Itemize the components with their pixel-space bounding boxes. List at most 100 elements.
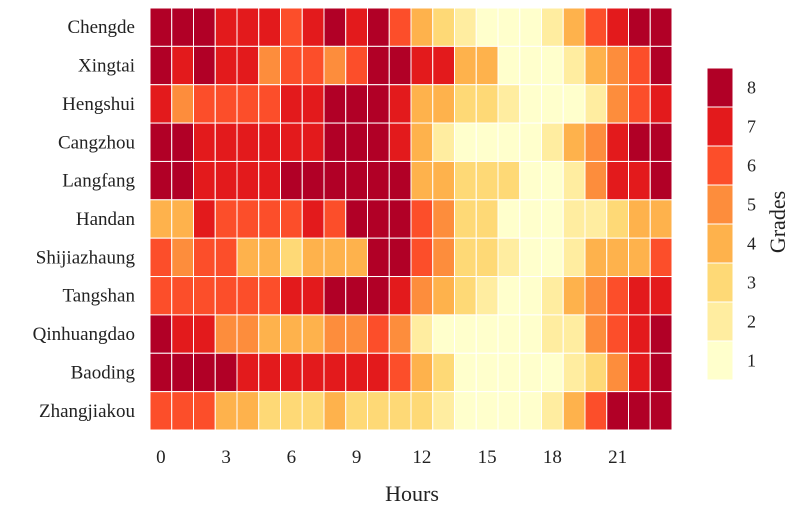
- heatmap-cell: [323, 7, 347, 47]
- heatmap-cell: [367, 391, 390, 431]
- heatmap-cell: [367, 45, 390, 86]
- heatmap-cell: [519, 237, 542, 278]
- heatmap-cell: [388, 45, 412, 86]
- heatmap-cell: [410, 199, 434, 239]
- heatmap-cell: [388, 391, 412, 431]
- heatmap-cell: [584, 391, 608, 431]
- heatmap-cell: [236, 276, 260, 316]
- colorbar-segment: [706, 340, 734, 381]
- heatmap-cell: [562, 160, 586, 201]
- heatmap-cell: [301, 391, 325, 431]
- colorbar-tick-label: 5: [747, 195, 756, 215]
- heatmap-cell: [584, 352, 608, 393]
- heatmap-cell: [454, 7, 477, 47]
- heatmap-cell: [280, 45, 303, 86]
- heatmap-cell: [214, 122, 238, 162]
- heatmap-cell: [236, 199, 260, 239]
- heatmap-cell: [388, 84, 412, 124]
- heatmap-cell: [323, 276, 347, 316]
- heatmap-cell: [432, 391, 455, 431]
- row-label: Chengde: [67, 17, 135, 38]
- heatmap-cell: [193, 237, 216, 278]
- heatmap-cell: [454, 391, 477, 431]
- heatmap-cell: [541, 237, 564, 278]
- heatmap-cell: [258, 122, 281, 162]
- heatmap-cell: [606, 84, 629, 124]
- heatmap-cell: [606, 199, 629, 239]
- heatmap-cell: [214, 84, 238, 124]
- heatmap-cell: [345, 237, 368, 278]
- heatmap-cell: [388, 122, 412, 162]
- heatmap-cell: [628, 45, 651, 86]
- heatmap-cell: [432, 237, 455, 278]
- heatmap-cell: [149, 391, 173, 431]
- row-label: Hengshui: [62, 94, 135, 115]
- heatmap-cell: [606, 122, 629, 162]
- heatmap-cell: [606, 7, 629, 47]
- heatmap-cell: [628, 7, 651, 47]
- heatmap-cell: [388, 160, 412, 201]
- heatmap-cell: [301, 276, 325, 316]
- x-tick-label: 3: [221, 447, 231, 468]
- heatmap-cell: [171, 84, 194, 124]
- heatmap-cell: [475, 391, 499, 431]
- heatmap-cell: [649, 84, 673, 124]
- heatmap-cell: [541, 7, 564, 47]
- heatmap-cell: [584, 160, 608, 201]
- heatmap-cell: [562, 276, 586, 316]
- heatmap-cell: [301, 122, 325, 162]
- heatmap-cell: [475, 7, 499, 47]
- heatmap-cell: [301, 84, 325, 124]
- heatmap-cell: [258, 160, 281, 201]
- heatmap-cell: [432, 352, 455, 393]
- heatmap-cell: [236, 237, 260, 278]
- colorbar: [706, 67, 734, 381]
- heatmap-cell: [323, 122, 347, 162]
- heatmap-cell: [193, 7, 216, 47]
- row-label: Baoding: [71, 362, 136, 383]
- heatmap-cell: [541, 314, 564, 354]
- heatmap-cell: [497, 199, 521, 239]
- row-label: Tangshan: [62, 286, 135, 307]
- heatmap-cell: [454, 160, 477, 201]
- heatmap-cell: [258, 237, 281, 278]
- heatmap-cell: [410, 352, 434, 393]
- colorbar-tick-label: 7: [747, 117, 756, 137]
- heatmap-cell: [345, 391, 368, 431]
- heatmap-cell: [171, 199, 194, 239]
- heatmap-cell: [497, 84, 521, 124]
- heatmap-cell: [214, 352, 238, 393]
- heatmap-cell: [562, 391, 586, 431]
- heatmap-cell: [236, 314, 260, 354]
- heatmap-cell: [280, 160, 303, 201]
- heatmap-cell: [367, 237, 390, 278]
- heatmap-cell: [258, 276, 281, 316]
- heatmap-cell: [258, 352, 281, 393]
- heatmap-cell: [301, 237, 325, 278]
- heatmap-cell: [149, 314, 173, 354]
- heatmap-cell: [497, 276, 521, 316]
- row-label: Zhangjiakou: [39, 401, 136, 422]
- heatmap-cell: [649, 45, 673, 86]
- colorbar-segment: [706, 301, 734, 342]
- heatmap-cell: [497, 352, 521, 393]
- colorbar-segment: [706, 262, 734, 303]
- colorbar-tick-label: 3: [747, 273, 756, 293]
- heatmap-cell: [519, 314, 542, 354]
- heatmap-cell: [214, 276, 238, 316]
- heatmap-cell: [280, 314, 303, 354]
- heatmap-cell: [584, 84, 608, 124]
- heatmap-cell: [258, 7, 281, 47]
- heatmap-cell: [367, 84, 390, 124]
- heatmap-cell: [345, 352, 368, 393]
- colorbar-tick-label: 1: [747, 351, 756, 371]
- heatmap-cell: [280, 276, 303, 316]
- heatmap-cell: [345, 160, 368, 201]
- heatmap-cell: [367, 7, 390, 47]
- heatmap-cell: [367, 276, 390, 316]
- heatmap-cell: [649, 352, 673, 393]
- heatmap-cell: [606, 391, 629, 431]
- colorbar-segment: [706, 184, 734, 225]
- heatmap-cell: [649, 276, 673, 316]
- heatmap-cell: [171, 276, 194, 316]
